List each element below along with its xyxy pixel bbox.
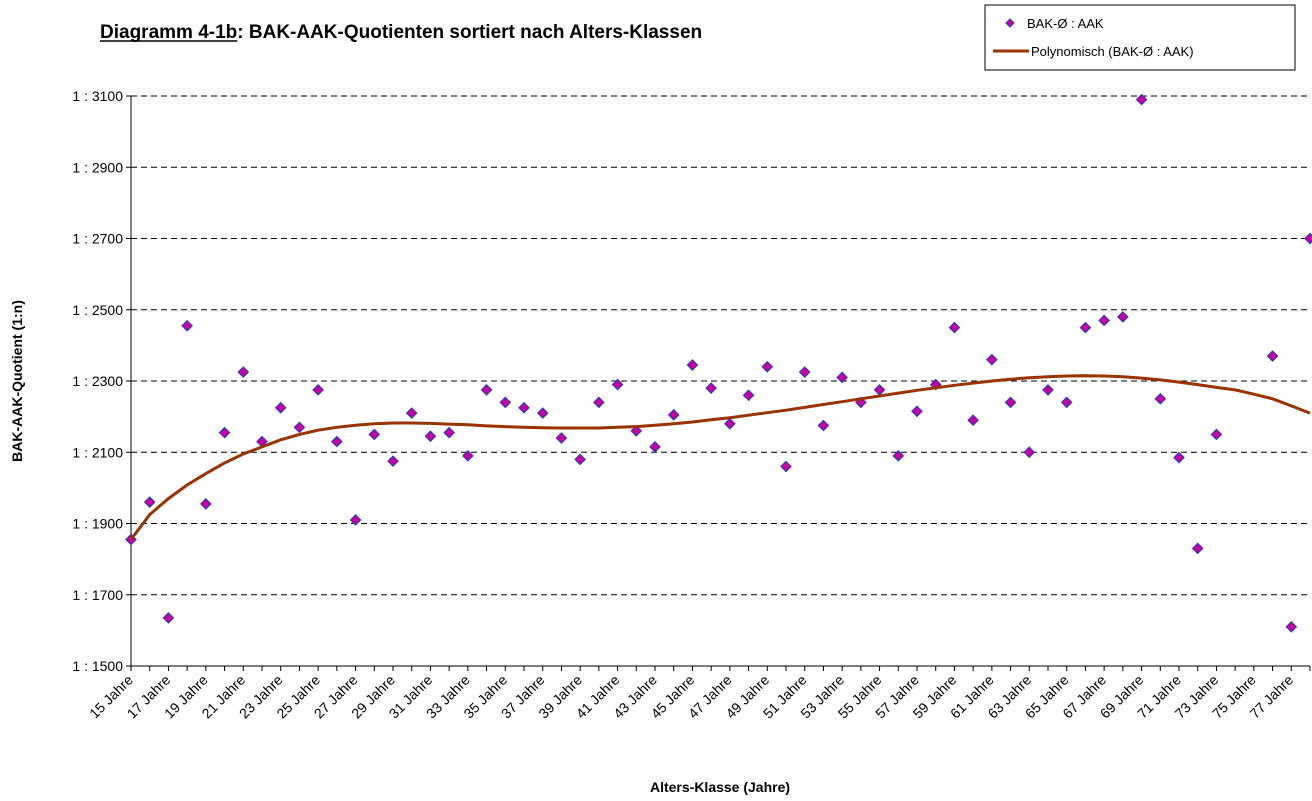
- data-point: [200, 498, 212, 510]
- data-point: [1285, 620, 1298, 633]
- y-tick-label: 1 : 2900: [72, 159, 123, 175]
- y-tick-label: 1 : 2100: [72, 444, 123, 460]
- data-point: [331, 435, 343, 448]
- data-point: [630, 425, 643, 437]
- data-point: [181, 319, 193, 332]
- y-tick-label: 1 : 1700: [72, 587, 123, 603]
- y-tick-label: 1 : 1900: [72, 516, 123, 532]
- data-point: [143, 496, 156, 508]
- data-point: [125, 533, 137, 546]
- data-point: [1060, 396, 1073, 409]
- data-point: [349, 514, 362, 526]
- data-point: [593, 396, 605, 409]
- y-tick-label: 1 : 2700: [72, 231, 123, 247]
- data-point: [761, 360, 774, 373]
- data-point: [892, 449, 905, 462]
- data-point: [1004, 396, 1017, 409]
- data-point: [405, 407, 418, 419]
- data-point: [667, 408, 680, 421]
- data-point: [387, 455, 399, 468]
- data-point: [967, 414, 979, 427]
- data-point: [798, 366, 811, 378]
- data-point: [649, 441, 661, 453]
- data-point: [555, 432, 568, 444]
- data-point: [237, 366, 250, 378]
- data-point: [443, 426, 455, 439]
- data-point: [705, 382, 717, 394]
- data-point: [462, 449, 474, 462]
- data-point: [1079, 321, 1092, 334]
- legend-label: Polynomisch (BAK-Ø : AAK): [1031, 44, 1194, 59]
- legend-marker: [1005, 18, 1015, 28]
- y-tick-label: 1 : 2500: [72, 302, 123, 318]
- data-point: [218, 426, 231, 439]
- data-point: [724, 417, 736, 430]
- y-tick-label: 1 : 3100: [72, 88, 123, 104]
- data-point: [518, 401, 530, 414]
- data-point: [1191, 542, 1204, 555]
- data-point: [368, 428, 381, 441]
- y-tick-label: 1 : 2300: [72, 373, 123, 389]
- y-tick-label: 1 : 1500: [72, 658, 123, 674]
- data-point: [499, 396, 512, 409]
- data-point: [986, 353, 998, 366]
- data-point: [1042, 384, 1054, 396]
- legend-label: BAK-Ø : AAK: [1027, 16, 1104, 31]
- data-point: [948, 321, 961, 334]
- data-point: [742, 389, 755, 402]
- data-point: [780, 460, 792, 473]
- data-point: [929, 378, 942, 391]
- data-point: [1154, 392, 1167, 405]
- data-point: [911, 405, 923, 418]
- data-point: [686, 359, 699, 371]
- data-point: [1173, 451, 1185, 464]
- data-point: [817, 419, 830, 432]
- trend-line: [129, 374, 1311, 541]
- data-point: [480, 384, 493, 396]
- y-axis-label: BAK-AAK-Quotient (1:n): [9, 300, 25, 462]
- data-point: [1304, 232, 1312, 245]
- data-point: [1210, 428, 1223, 441]
- data-point: [424, 430, 437, 443]
- data-point: [574, 453, 586, 466]
- data-point: [1098, 314, 1110, 327]
- data-point: [312, 384, 324, 396]
- data-point: [1135, 93, 1148, 106]
- data-point: [536, 407, 549, 419]
- data-point: [162, 612, 175, 624]
- data-point: [611, 378, 624, 391]
- chart-title: Diagramm 4-1b: BAK-AAK-Quotienten sortie…: [100, 22, 702, 43]
- data-point: [274, 401, 287, 414]
- x-axis-label: Alters-Klasse (Jahre): [650, 779, 790, 795]
- data-point: [836, 371, 848, 384]
- legend-box: [984, 4, 1296, 71]
- data-point: [1117, 311, 1129, 323]
- data-point: [1266, 350, 1279, 362]
- data-point: [293, 421, 306, 434]
- data-point: [873, 384, 886, 396]
- data-point: [1023, 446, 1036, 459]
